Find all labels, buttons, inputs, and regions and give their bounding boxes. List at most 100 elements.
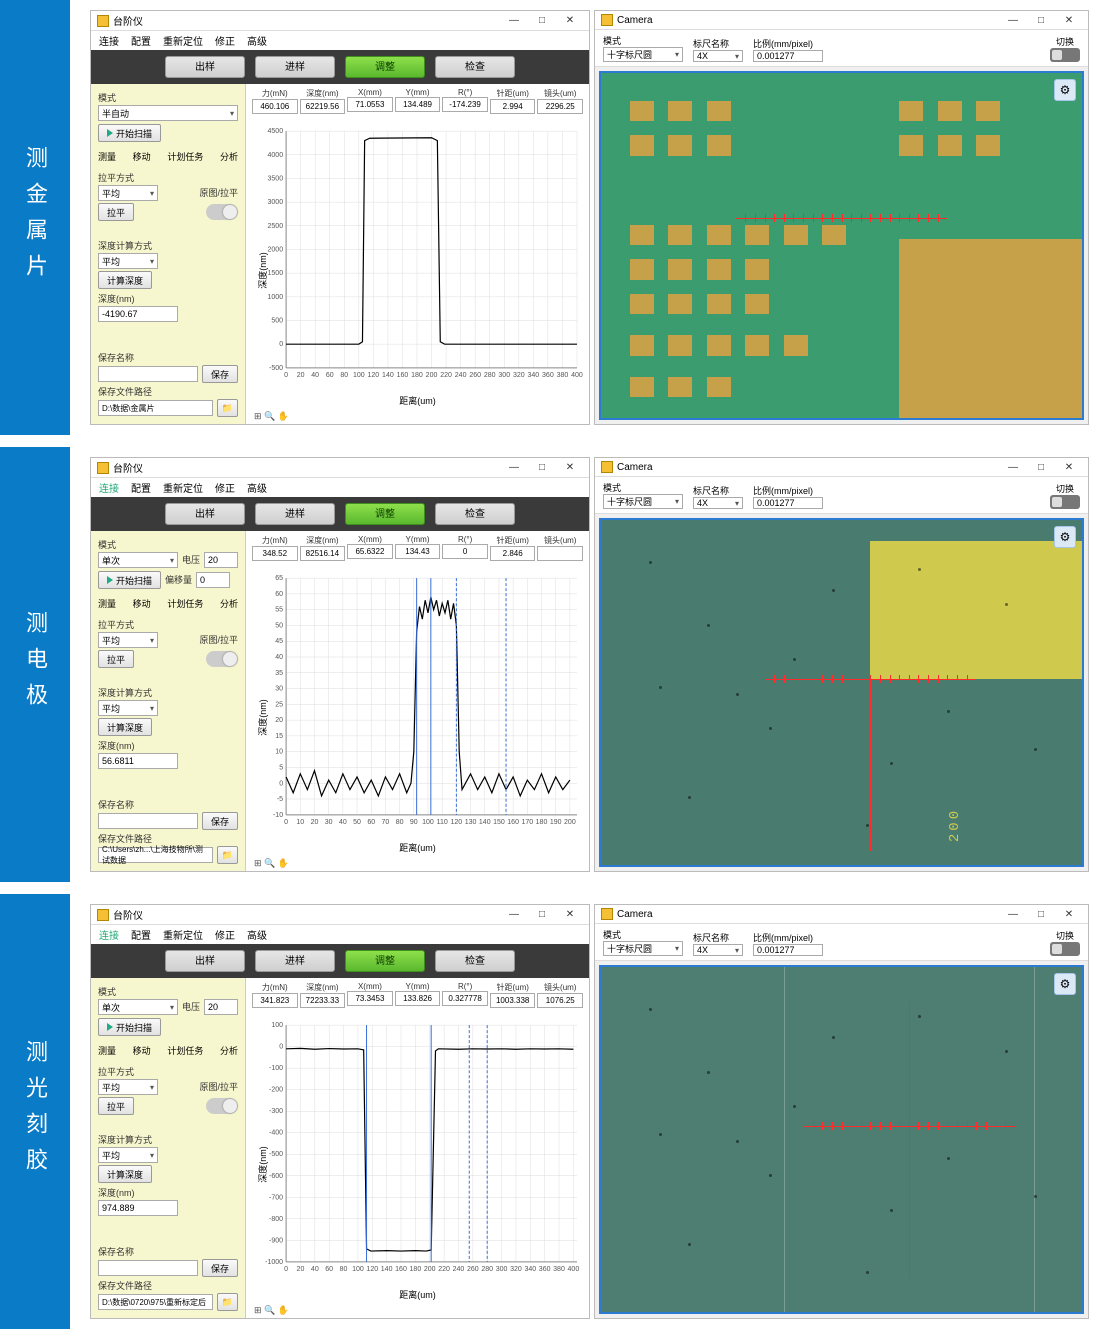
save-button[interactable]: 保存 bbox=[202, 1259, 238, 1277]
level-button[interactable]: 拉平 bbox=[98, 650, 134, 668]
sidebar-tab[interactable]: 测量 bbox=[95, 1043, 119, 1058]
calc-depth-button[interactable]: 计算深度 bbox=[98, 1165, 152, 1183]
browse-button[interactable]: 📁 bbox=[217, 1293, 238, 1311]
sidebar-tab[interactable]: 分析 bbox=[217, 149, 241, 164]
mode-select[interactable]: 单次 bbox=[98, 552, 178, 568]
ribbon-adjust[interactable]: 调整 bbox=[345, 950, 425, 972]
maximize-button[interactable]: □ bbox=[529, 461, 555, 475]
camera-switch[interactable] bbox=[1050, 48, 1080, 62]
ribbon-out-sample[interactable]: 出样 bbox=[165, 503, 245, 525]
voltage-input[interactable]: 20 bbox=[204, 552, 238, 568]
menu-item[interactable]: 高级 bbox=[247, 480, 267, 495]
start-scan-button[interactable]: 开始扫描 bbox=[98, 1018, 161, 1036]
close-button[interactable]: ✕ bbox=[1056, 907, 1082, 921]
menu-item[interactable]: 连接 bbox=[99, 927, 119, 942]
ribbon-check[interactable]: 检查 bbox=[435, 950, 515, 972]
sidebar-tab[interactable]: 测量 bbox=[95, 596, 119, 611]
sidebar-tab[interactable]: 测量 bbox=[95, 149, 119, 164]
offset-input[interactable]: 0 bbox=[196, 572, 230, 588]
save-path-input[interactable]: D:\数据\金属片 bbox=[98, 400, 213, 416]
ribbon-in-sample[interactable]: 进样 bbox=[255, 950, 335, 972]
close-button[interactable]: ✕ bbox=[557, 14, 583, 28]
close-button[interactable]: ✕ bbox=[557, 908, 583, 922]
save-button[interactable]: 保存 bbox=[202, 365, 238, 383]
menu-item[interactable]: 连接 bbox=[99, 33, 119, 48]
sidebar-tab[interactable]: 移动 bbox=[130, 149, 154, 164]
save-name-input[interactable] bbox=[98, 813, 198, 829]
close-button[interactable]: ✕ bbox=[1056, 460, 1082, 474]
save-path-input[interactable]: D:\数据\0720\975\重新标定后 bbox=[98, 1294, 213, 1310]
menu-item[interactable]: 配置 bbox=[131, 33, 151, 48]
level-method-select[interactable]: 平均 bbox=[98, 1079, 158, 1095]
level-toggle[interactable] bbox=[206, 204, 238, 220]
camera-ratio-input[interactable]: 0.001277 bbox=[753, 497, 823, 509]
level-button[interactable]: 拉平 bbox=[98, 1097, 134, 1115]
menu-item[interactable]: 连接 bbox=[99, 480, 119, 495]
menu-item[interactable]: 修正 bbox=[215, 480, 235, 495]
start-scan-button[interactable]: 开始扫描 bbox=[98, 124, 161, 142]
browse-button[interactable]: 📁 bbox=[217, 846, 238, 864]
menu-item[interactable]: 重新定位 bbox=[163, 927, 203, 942]
level-button[interactable]: 拉平 bbox=[98, 203, 134, 221]
save-path-input[interactable]: C:\Users\zh...\上海技物所\测试数据 bbox=[98, 847, 213, 863]
voltage-input[interactable]: 20 bbox=[204, 999, 238, 1015]
minimize-button[interactable]: — bbox=[1000, 907, 1026, 921]
maximize-button[interactable]: □ bbox=[1028, 907, 1054, 921]
camera-switch[interactable] bbox=[1050, 942, 1080, 956]
maximize-button[interactable]: □ bbox=[529, 14, 555, 28]
sidebar-tab[interactable]: 计划任务 bbox=[164, 149, 206, 164]
ribbon-adjust[interactable]: 调整 bbox=[345, 56, 425, 78]
sidebar-tab[interactable]: 分析 bbox=[217, 1043, 241, 1058]
menu-item[interactable]: 修正 bbox=[215, 33, 235, 48]
camera-switch[interactable] bbox=[1050, 495, 1080, 509]
ribbon-adjust[interactable]: 调整 bbox=[345, 503, 425, 525]
menu-item[interactable]: 高级 bbox=[247, 927, 267, 942]
camera-mode-select[interactable]: 十字标尺圆 bbox=[603, 941, 683, 956]
maximize-button[interactable]: □ bbox=[529, 908, 555, 922]
minimize-button[interactable]: — bbox=[501, 461, 527, 475]
camera-mode-select[interactable]: 十字标尺圆 bbox=[603, 494, 683, 509]
close-button[interactable]: ✕ bbox=[1056, 13, 1082, 27]
maximize-button[interactable]: □ bbox=[1028, 460, 1054, 474]
sidebar-tab[interactable]: 移动 bbox=[130, 596, 154, 611]
maximize-button[interactable]: □ bbox=[1028, 13, 1054, 27]
ribbon-in-sample[interactable]: 进样 bbox=[255, 503, 335, 525]
camera-ruler-select[interactable]: 4X bbox=[693, 497, 743, 509]
menu-item[interactable]: 配置 bbox=[131, 927, 151, 942]
menu-item[interactable]: 重新定位 bbox=[163, 480, 203, 495]
minimize-button[interactable]: — bbox=[1000, 13, 1026, 27]
level-method-select[interactable]: 平均 bbox=[98, 632, 158, 648]
ribbon-out-sample[interactable]: 出样 bbox=[165, 950, 245, 972]
mode-select[interactable]: 半自动 bbox=[98, 105, 238, 121]
camera-mode-select[interactable]: 十字标尺圆 bbox=[603, 47, 683, 62]
minimize-button[interactable]: — bbox=[1000, 460, 1026, 474]
minimize-button[interactable]: — bbox=[501, 14, 527, 28]
depth-method-select[interactable]: 平均 bbox=[98, 253, 158, 269]
level-toggle[interactable] bbox=[206, 1098, 238, 1114]
ribbon-check[interactable]: 检查 bbox=[435, 503, 515, 525]
depth-method-select[interactable]: 平均 bbox=[98, 1147, 158, 1163]
ribbon-out-sample[interactable]: 出样 bbox=[165, 56, 245, 78]
close-button[interactable]: ✕ bbox=[557, 461, 583, 475]
sidebar-tab[interactable]: 移动 bbox=[130, 1043, 154, 1058]
save-name-input[interactable] bbox=[98, 1260, 198, 1276]
camera-ratio-input[interactable]: 0.001277 bbox=[753, 50, 823, 62]
ribbon-check[interactable]: 检查 bbox=[435, 56, 515, 78]
start-scan-button[interactable]: 开始扫描 bbox=[98, 571, 161, 589]
sidebar-tab[interactable]: 计划任务 bbox=[164, 1043, 206, 1058]
menu-item[interactable]: 配置 bbox=[131, 480, 151, 495]
menu-item[interactable]: 修正 bbox=[215, 927, 235, 942]
menu-item[interactable]: 重新定位 bbox=[163, 33, 203, 48]
ribbon-in-sample[interactable]: 进样 bbox=[255, 56, 335, 78]
browse-button[interactable]: 📁 bbox=[217, 399, 238, 417]
save-button[interactable]: 保存 bbox=[202, 812, 238, 830]
save-name-input[interactable] bbox=[98, 366, 198, 382]
camera-ruler-select[interactable]: 4X bbox=[693, 944, 743, 956]
sidebar-tab[interactable]: 分析 bbox=[217, 596, 241, 611]
calc-depth-button[interactable]: 计算深度 bbox=[98, 718, 152, 736]
level-method-select[interactable]: 平均 bbox=[98, 185, 158, 201]
calc-depth-button[interactable]: 计算深度 bbox=[98, 271, 152, 289]
minimize-button[interactable]: — bbox=[501, 908, 527, 922]
camera-ratio-input[interactable]: 0.001277 bbox=[753, 944, 823, 956]
menu-item[interactable]: 高级 bbox=[247, 33, 267, 48]
